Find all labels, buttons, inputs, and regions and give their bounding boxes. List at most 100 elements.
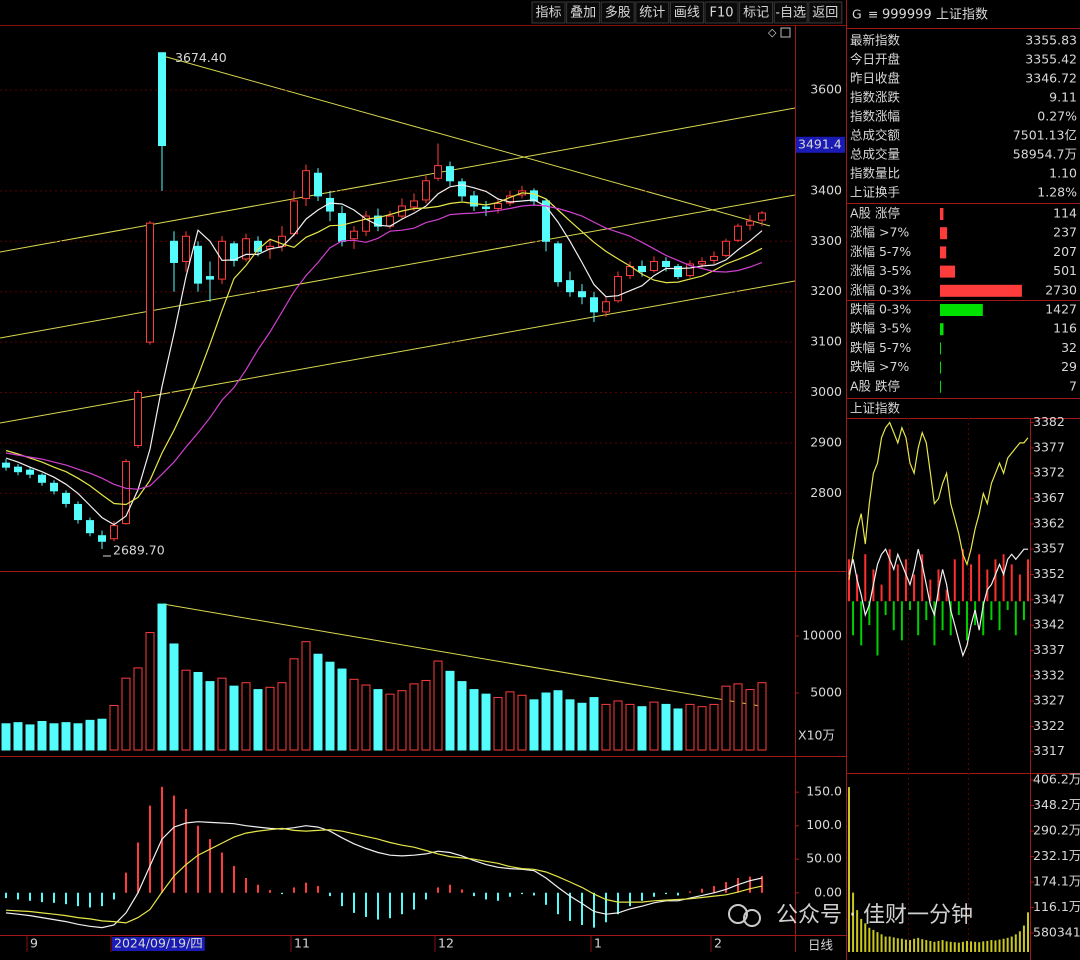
candle-body bbox=[650, 260, 658, 272]
toolbar-button[interactable] bbox=[739, 1, 774, 24]
candle-body bbox=[566, 280, 574, 293]
volume-bar bbox=[49, 723, 59, 751]
candle-body bbox=[2, 462, 10, 468]
toolbar-button[interactable] bbox=[531, 1, 566, 24]
trend-line bbox=[0, 107, 795, 253]
toolbar-button-label[interactable]: F10 bbox=[709, 6, 733, 21]
breadth-value: 32 bbox=[1061, 340, 1077, 355]
toolbar-button[interactable] bbox=[635, 1, 670, 24]
candle-body bbox=[302, 170, 310, 199]
volume-bar bbox=[253, 689, 263, 751]
volume-bar bbox=[697, 706, 707, 751]
trend-line bbox=[0, 194, 795, 339]
volume-bar bbox=[625, 703, 635, 751]
y-tick-label: 5000 bbox=[810, 684, 842, 699]
candle-body bbox=[146, 222, 154, 343]
candle-body bbox=[578, 291, 586, 298]
volume-bar bbox=[301, 641, 311, 751]
y-tick-label: 50.00 bbox=[806, 851, 842, 866]
toolbar-button-label[interactable]: 标记 bbox=[743, 6, 769, 21]
toolbar-button[interactable] bbox=[566, 1, 601, 24]
y-tick-label: 406.2万 bbox=[1033, 772, 1080, 787]
toolbar-button-label[interactable]: 画线 bbox=[674, 6, 700, 21]
candle-body bbox=[758, 212, 766, 221]
candle-body bbox=[458, 181, 466, 197]
y-tick-label: 174.1万 bbox=[1033, 873, 1080, 888]
stat-value: 0.27% bbox=[1037, 109, 1077, 124]
mini-chart-title: 上证指数 bbox=[850, 401, 901, 416]
breadth-label: 跌幅 0-3% bbox=[850, 302, 911, 317]
y-tick-label: 3100 bbox=[810, 334, 842, 349]
menu-icon[interactable]: ≡ bbox=[868, 7, 878, 22]
volume-bar bbox=[85, 719, 95, 751]
corner-icon bbox=[780, 27, 791, 38]
breadth-bar bbox=[940, 380, 941, 393]
toolbar-button-label[interactable]: 返回 bbox=[812, 6, 838, 21]
breadth-label: 跌幅 5-7% bbox=[850, 340, 911, 355]
toolbar-button[interactable] bbox=[600, 1, 635, 24]
candle-body bbox=[590, 297, 598, 313]
volume-bar bbox=[169, 643, 179, 751]
volume-bar bbox=[181, 669, 191, 751]
breadth-value: 1427 bbox=[1045, 302, 1077, 317]
volume-bar bbox=[709, 703, 719, 751]
trend-line bbox=[162, 603, 761, 707]
stat-label: 最新指数 bbox=[850, 33, 901, 48]
intraday-line bbox=[848, 421, 1029, 580]
toolbar-button-label[interactable]: 指标 bbox=[535, 6, 561, 21]
macd bbox=[5, 786, 763, 929]
stat-label: 指数涨幅 bbox=[850, 109, 900, 124]
candle-body bbox=[554, 243, 562, 283]
period-label: 日线 bbox=[808, 938, 834, 953]
y-tick-label: 3362 bbox=[1033, 515, 1065, 530]
toolbar-button-label[interactable]: 叠加 bbox=[570, 6, 596, 21]
volume-bar bbox=[469, 689, 479, 751]
x-tick-label: 12 bbox=[438, 936, 454, 951]
y-tick-label: 0.00 bbox=[814, 884, 842, 899]
watermark-text: 公众号 · 佳财一分钟 bbox=[776, 903, 973, 928]
toolbar-button[interactable] bbox=[669, 1, 704, 24]
candle-body bbox=[602, 301, 610, 313]
y-tick-label: 3382 bbox=[1033, 414, 1065, 429]
toolbar-button-label[interactable]: 统计 bbox=[639, 6, 665, 21]
candle-body bbox=[206, 276, 214, 280]
volume-bar bbox=[121, 677, 131, 751]
volume-bar bbox=[517, 694, 527, 751]
toolbar-button[interactable] bbox=[773, 1, 808, 24]
candle-body bbox=[362, 215, 370, 232]
volume-bar bbox=[61, 722, 71, 751]
stat-value: 3355.42 bbox=[1025, 52, 1077, 67]
volume-bar bbox=[589, 697, 599, 751]
candle-body bbox=[734, 225, 742, 241]
candle-body bbox=[614, 276, 622, 302]
candle-body bbox=[194, 245, 202, 284]
volume-bar bbox=[145, 632, 155, 751]
volume-bar bbox=[445, 670, 455, 751]
toolbar-button[interactable] bbox=[808, 1, 843, 24]
volume-bar bbox=[493, 697, 503, 751]
volume-bar bbox=[385, 693, 395, 751]
y-tick-label: 3000 bbox=[810, 384, 842, 399]
volume-bar bbox=[13, 722, 23, 751]
intraday-line bbox=[848, 548, 1028, 658]
volume-bars bbox=[1, 603, 767, 751]
y-tick-label: 3372 bbox=[1033, 465, 1065, 480]
y-tick-label: 3200 bbox=[810, 283, 842, 298]
volume-bar bbox=[757, 682, 767, 751]
volume-bar bbox=[541, 692, 551, 751]
volume-bar bbox=[241, 682, 251, 751]
toolbar-button-label[interactable]: 多股 bbox=[605, 5, 631, 21]
toolbar-button[interactable] bbox=[704, 1, 739, 24]
candle-body bbox=[50, 482, 58, 492]
stat-label: 上证换手 bbox=[850, 185, 900, 200]
volume-bar bbox=[373, 689, 383, 751]
volume-unit: X10万 bbox=[798, 728, 835, 743]
stat-value: 9.11 bbox=[1049, 90, 1077, 105]
volume-bar bbox=[409, 683, 419, 751]
volume-bar bbox=[505, 691, 515, 751]
candle-body bbox=[158, 52, 166, 146]
stat-value: 1.10 bbox=[1049, 166, 1077, 181]
candle-body bbox=[698, 260, 706, 265]
candle-body bbox=[338, 213, 346, 242]
toolbar-button-label[interactable]: -自选 bbox=[775, 6, 806, 21]
